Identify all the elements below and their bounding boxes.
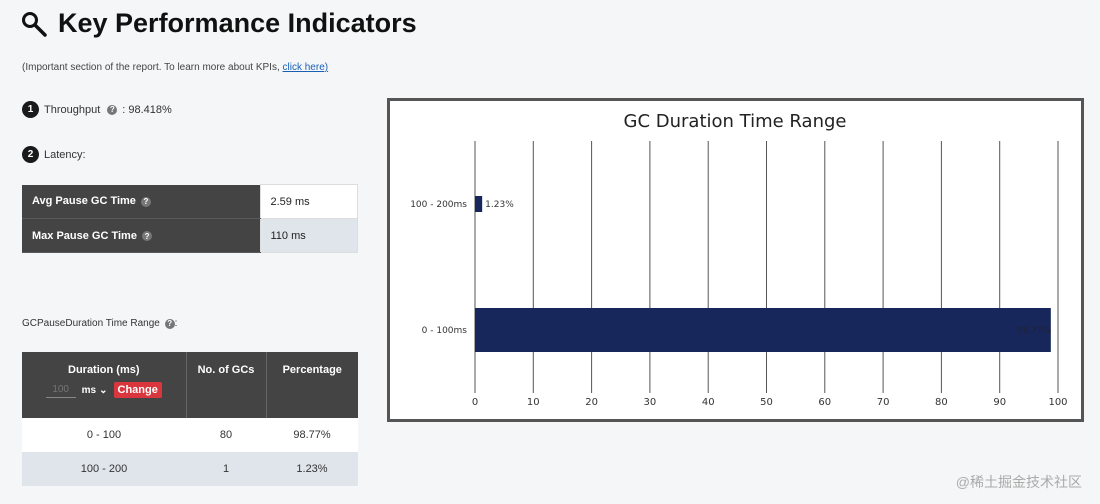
subtitle-text: (Important section of the report. To lea…	[22, 62, 280, 73]
x-tick-label: 90	[993, 397, 1006, 408]
click-here-link[interactable]: click here)	[282, 62, 329, 73]
change-button[interactable]: Change	[113, 382, 162, 398]
range-label-text: GCPauseDuration Time Range	[22, 318, 160, 329]
data-label: 98.77%	[1017, 326, 1052, 336]
data-label: 1.23%	[485, 200, 514, 210]
duration-input[interactable]	[45, 382, 76, 398]
x-tick-label: 20	[585, 397, 598, 408]
latency-label: Latency:	[44, 148, 86, 161]
max-pause-label: Max Pause GC Time ?	[22, 218, 260, 253]
latency-table: Avg Pause GC Time ? 2.59 ms Max Pause GC…	[22, 184, 358, 253]
help-icon[interactable]: ?	[107, 104, 118, 115]
chevron-down-icon: ⌄	[99, 384, 108, 396]
count-cell: 1	[186, 452, 266, 486]
throughput-label: Throughput	[44, 103, 101, 116]
percentage-cell: 98.77%	[266, 418, 358, 452]
x-tick-label: 30	[644, 397, 657, 408]
y-tick-label: 0 - 100ms	[422, 326, 468, 336]
avg-pause-label-text: Avg Pause GC Time	[32, 195, 136, 208]
number-badge: 1	[22, 101, 39, 118]
x-tick-label: 100	[1048, 397, 1067, 408]
page-title: Key Performance Indicators	[58, 8, 417, 38]
count-header: No. of GCs	[186, 352, 267, 418]
table-row: 100 - 200 1 1.23%	[22, 452, 358, 486]
watermark: @稀土掘金技术社区	[955, 474, 1082, 490]
x-tick-label: 60	[818, 397, 831, 408]
subtitle: (Important section of the report. To lea…	[22, 62, 328, 73]
max-pause-label-text: Max Pause GC Time	[32, 229, 137, 242]
percentage-header: Percentage	[266, 352, 358, 418]
duration-header: Duration (ms) ms⌄ Change	[22, 352, 187, 418]
table-row: 0 - 100 80 98.77%	[22, 418, 358, 452]
header: Key Performance Indicators	[20, 8, 417, 39]
help-icon[interactable]: ?	[141, 196, 151, 207]
search-icon	[22, 11, 47, 37]
x-tick-label: 70	[877, 397, 890, 408]
percentage-cell: 1.23%	[266, 452, 358, 486]
table-row: Avg Pause GC Time ? 2.59 ms	[22, 184, 358, 219]
unit-select-value: ms	[81, 384, 97, 396]
range-cell: 100 - 200	[22, 452, 186, 486]
latency-row: 2 Latency:	[22, 146, 86, 163]
x-tick-label: 80	[935, 397, 948, 408]
help-icon[interactable]: ?	[164, 318, 175, 329]
number-badge: 2	[22, 146, 39, 163]
help-icon[interactable]: ?	[142, 231, 153, 241]
avg-pause-label: Avg Pause GC Time ?	[22, 184, 260, 219]
chart-title: GC Duration Time Range	[624, 111, 847, 132]
duration-range-table: Duration (ms) ms⌄ Change No. of GCs Perc…	[22, 352, 358, 486]
y-tick-label: 100 - 200ms	[410, 200, 467, 210]
throughput-value: : 98.418%	[122, 103, 172, 116]
x-tick-label: 0	[472, 397, 478, 408]
count-cell: 80	[186, 418, 266, 452]
avg-pause-value: 2.59 ms	[259, 184, 358, 219]
bar	[475, 196, 483, 212]
max-pause-value: 110 ms	[259, 218, 358, 253]
x-tick-label: 40	[702, 397, 715, 408]
duration-controls: ms⌄ Change	[22, 382, 186, 398]
range-cell: 0 - 100	[22, 418, 186, 452]
table-row: Max Pause GC Time ? 110 ms	[22, 218, 358, 253]
table-header-row: Duration (ms) ms⌄ Change No. of GCs Perc…	[22, 352, 358, 418]
throughput-row: 1 Throughput? : 98.418%	[22, 101, 172, 118]
x-tick-label: 10	[527, 397, 540, 408]
chart-svg: GC Duration Time Range 0 10 20 30 40 50 60 70 80…	[410, 111, 1067, 408]
bar	[475, 308, 1051, 352]
gc-duration-chart: GC Duration Time Range 0 10 20 30 40 50 60 70 80…	[387, 98, 1084, 422]
x-tick-label: 50	[760, 397, 773, 408]
unit-select[interactable]: ms ⌄	[82, 385, 108, 396]
range-section-label: GCPauseDuration Time Range ?:	[22, 318, 178, 329]
duration-header-label: Duration (ms)	[68, 364, 140, 376]
